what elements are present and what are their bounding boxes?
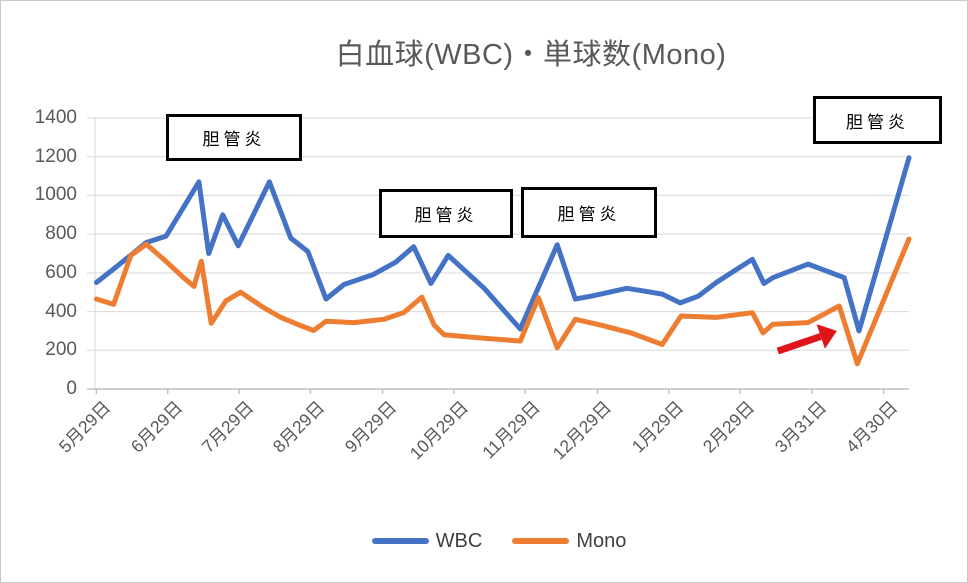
mono-line [93,236,912,367]
red-arrow-shaft [776,333,822,355]
y-axis-tick-label: 0 [66,378,77,399]
cholangitis-annotation-box: 胆管炎 [521,187,657,238]
wbc-legend-swatch [371,538,429,544]
y-axis-tick-label: 400 [45,300,77,322]
y-axis-tick-label: 600 [45,261,77,283]
wbc-line [93,155,912,334]
legend-item-mono: Mono [512,530,626,553]
chart-title: 白血球(WBC)・単球数(Mono) [335,39,727,71]
red-arrow-head [816,324,837,349]
cholangitis-annotation-box: 胆管炎 [813,96,942,144]
cholangitis-annotation-box: 胆管炎 [166,114,302,161]
legend: WBC Mono [31,530,967,552]
y-axis-tick-label: 1000 [34,184,77,206]
mono-legend-label: Mono [576,529,627,552]
y-axis-tick-label: 1400 [34,107,77,128]
y-axis-tick-label: 800 [45,223,77,245]
wbc-legend-label: WBC [435,529,483,552]
y-axis-tick-label: 1200 [34,145,77,167]
mono-legend-swatch [512,538,570,544]
legend-item-wbc: WBC [371,529,483,553]
cholangitis-annotation-box: 胆管炎 [379,189,513,238]
y-axis-tick-label: 200 [45,339,77,361]
